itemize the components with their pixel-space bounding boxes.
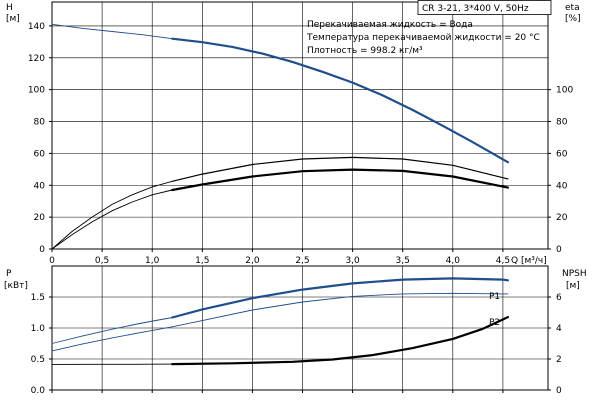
left-tick-label: 1.0	[31, 324, 46, 334]
left-tick-label: 0.5	[31, 355, 45, 365]
x-tick-label: 4,0	[446, 256, 461, 266]
left-tick-label: 40	[34, 181, 46, 191]
series-line-head-efficiency-1	[172, 39, 508, 163]
x-tick-label: 1,0	[145, 256, 160, 266]
right-tick-label: 100	[556, 86, 573, 96]
series-label-p2: P2	[489, 318, 500, 328]
left-tick-label: 20	[34, 213, 46, 223]
right-tick-label: 2	[556, 355, 562, 365]
right-tick-label: 80	[556, 118, 568, 128]
note-liquid: Перекачиваемая жидкость = Вода	[307, 20, 473, 30]
right-tick-label: 40	[556, 181, 568, 191]
right-axis-unit-npsh: [м]	[566, 281, 580, 291]
left-tick-label: 0.0	[31, 386, 46, 396]
x-tick-label: 2,0	[245, 256, 260, 266]
x-tick-label: 3,0	[345, 256, 360, 266]
left-tick-label: 80	[34, 118, 46, 128]
series-line-head-efficiency-5	[172, 170, 508, 190]
right-tick-label: 20	[556, 213, 568, 223]
right-tick-label: 4	[556, 324, 562, 334]
left-axis-label-h: H	[6, 3, 13, 13]
series-label-p1: P1	[489, 292, 500, 302]
x-tick-label: 1,5	[195, 256, 209, 266]
series-line-power-npsh-4	[172, 317, 508, 364]
series-line-head-efficiency-4	[52, 190, 172, 249]
right-tick-label: 6	[556, 293, 562, 303]
left-tick-label: 120	[28, 54, 45, 64]
x-tick-label: 0	[49, 256, 55, 266]
series-lines	[52, 24, 508, 364]
left-axis-unit-p: [кВт]	[4, 281, 28, 291]
series-line-head-efficiency-2	[52, 181, 172, 249]
right-tick-label: 0	[556, 245, 562, 255]
plot-frames	[49, 2, 551, 393]
chart-title: CR 3-21, 3*400 V, 50Hz	[422, 4, 529, 14]
note-density: Плотность = 998.2 кг/м³	[307, 46, 423, 56]
left-tick-label: 1.5	[31, 293, 45, 303]
right-axis-label-eta: eta	[565, 3, 580, 13]
left-axis-label-p: P	[6, 269, 12, 279]
note-temperature: Температура перекачиваемой жидкости = 20…	[306, 33, 540, 43]
x-axis-label-q: Q [м³/ч]	[511, 256, 547, 266]
left-axis-unit-h: [м]	[6, 14, 20, 24]
right-tick-label: 0	[556, 386, 562, 396]
left-tick-label: 60	[34, 149, 46, 159]
x-tick-label: 0,5	[95, 256, 109, 266]
x-tick-label: 2,5	[295, 256, 309, 266]
right-axis-unit-eta: [%]	[565, 14, 581, 24]
x-tick-label: 3,5	[396, 256, 410, 266]
x-tick-label: 4,5	[496, 256, 510, 266]
left-tick-label: 140	[28, 22, 45, 32]
left-tick-label: 0	[39, 245, 45, 255]
right-tick-label: 60	[556, 149, 568, 159]
series-line-head-efficiency-0	[52, 24, 172, 38]
right-axis-label-npsh: NPSH	[562, 269, 587, 279]
left-tick-label: 100	[28, 86, 45, 96]
